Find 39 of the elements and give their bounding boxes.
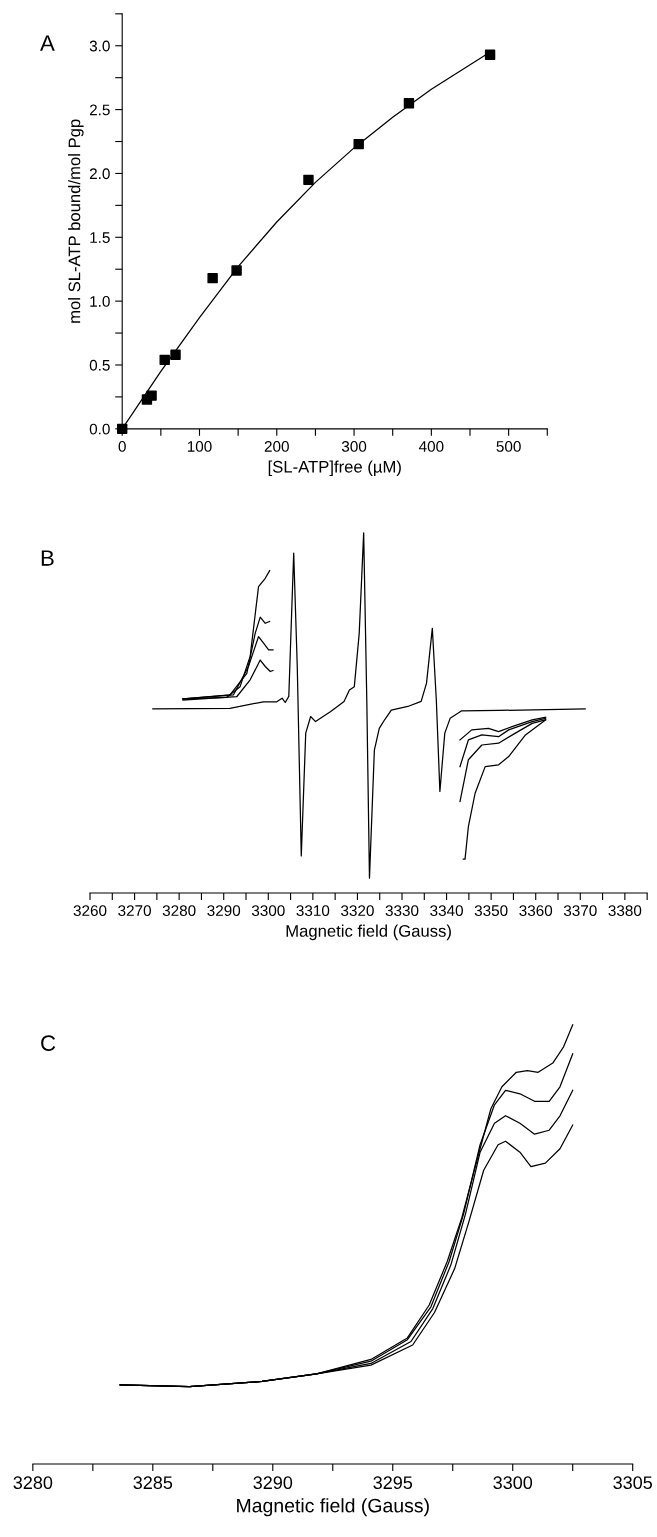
x-tick-label: 3290 xyxy=(253,1476,293,1490)
x-axis-title: [SL-ATP]free (µM) xyxy=(268,460,401,476)
x-tick-label: 3270 xyxy=(118,905,151,917)
x-axis-title: Magnetic field (Gauss) xyxy=(286,924,451,941)
x-tick-label: 3370 xyxy=(563,905,597,917)
x-tick-label: 3295 xyxy=(373,1476,413,1490)
y-tick-label: 0.5 xyxy=(89,359,110,371)
y-tick-label: 0.0 xyxy=(89,423,110,435)
x-tick-label: 300 xyxy=(341,441,367,452)
y-tick-label: 3.0 xyxy=(89,40,110,52)
x-tick-label: 3310 xyxy=(296,905,330,917)
y-tick-label: 2.0 xyxy=(89,168,110,180)
x-tick-label: 500 xyxy=(496,441,521,452)
x-tick-label: 3300 xyxy=(251,905,285,917)
x-tick-label: 3260 xyxy=(73,905,107,917)
x-tick-label: 3280 xyxy=(162,905,196,917)
x-tick-label: 100 xyxy=(187,441,212,452)
y-tick-label: 1.0 xyxy=(90,296,110,307)
text: B xyxy=(41,550,54,566)
x-tick-label: 3340 xyxy=(430,905,463,917)
x-tick-label: 3305 xyxy=(613,1476,653,1490)
x-axis-title: Magnetic field (Gauss) xyxy=(237,1498,429,1517)
y-axis-title: mol SL-ATP bound/mol Pgp xyxy=(68,119,84,323)
x-tick-label: 3285 xyxy=(133,1476,173,1490)
x-tick-label: 3350 xyxy=(474,905,508,917)
chart-title: C xyxy=(41,1035,56,1051)
x-tick-label: 3380 xyxy=(608,905,642,917)
x-tick-label: 0 xyxy=(118,441,126,452)
text: A xyxy=(40,35,55,51)
x-tick-label: 3290 xyxy=(207,905,241,917)
x-tick-label: 3330 xyxy=(385,905,419,917)
x-tick-label: 3280 xyxy=(13,1476,53,1490)
y-tick-label: 2.5 xyxy=(89,104,110,116)
y-tick-label: 1.5 xyxy=(90,232,110,243)
x-tick-label: 200 xyxy=(264,441,289,452)
x-tick-label: 3320 xyxy=(341,905,374,917)
x-tick-label: 400 xyxy=(418,441,444,452)
x-tick-label: 3300 xyxy=(493,1476,533,1490)
x-tick-label: 3360 xyxy=(519,905,553,917)
